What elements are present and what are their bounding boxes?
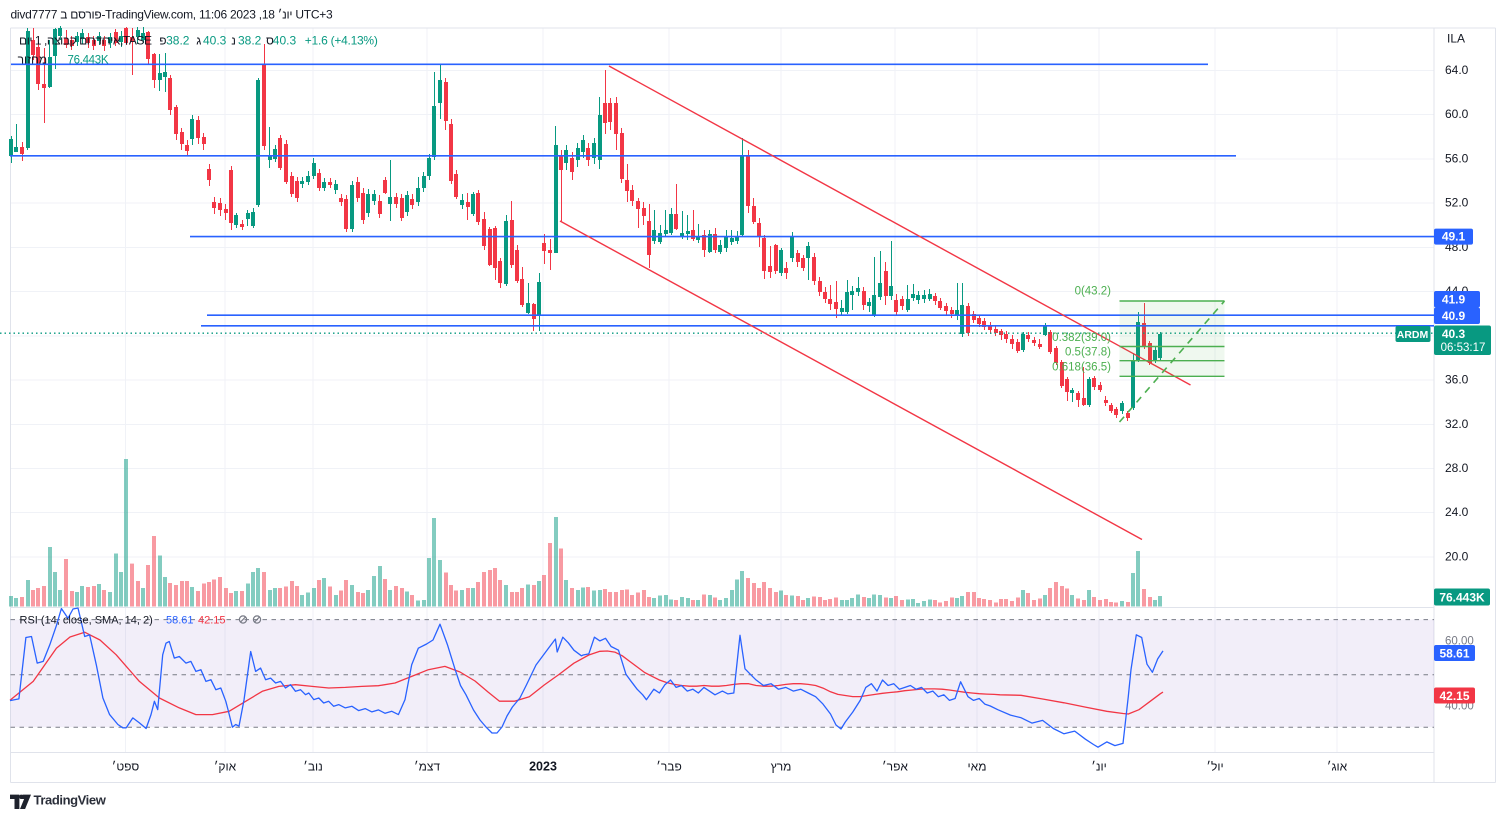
svg-text:אירודרום קבוצה, 1 יום,TASE: אירודרום קבוצה, 1 יום,TASE [19, 34, 152, 48]
svg-text:40.3: 40.3 [273, 34, 297, 48]
svg-text:58.61: 58.61 [166, 615, 194, 627]
svg-text:49.1: 49.1 [1442, 230, 1466, 244]
svg-text:מחזור: מחזור [18, 53, 48, 67]
svg-text:76.443K: 76.443K [68, 55, 109, 67]
svg-text:38.2: 38.2 [238, 34, 262, 48]
svg-text:40.9: 40.9 [1442, 309, 1466, 323]
svg-text:20.0: 20.0 [1445, 549, 1469, 563]
svg-text:RSI (14, close, SMA, 14, 2): RSI (14, close, SMA, 14, 2) [20, 615, 153, 627]
svg-text:58.61: 58.61 [1439, 646, 1469, 660]
svg-text:52.0: 52.0 [1445, 196, 1469, 210]
svg-text:38.2: 38.2 [166, 34, 190, 48]
svg-text:2023: 2023 [529, 760, 557, 774]
svg-text:36.0: 36.0 [1445, 373, 1469, 387]
svg-text:06:53:17: 06:53:17 [1441, 342, 1486, 354]
svg-text:0.618(36.5): 0.618(36.5) [1052, 362, 1111, 374]
svg-text:64.0: 64.0 [1445, 63, 1469, 77]
svg-text:24.0: 24.0 [1445, 505, 1469, 519]
svg-text:ILA: ILA [1447, 32, 1465, 46]
svg-text:42.15: 42.15 [1439, 689, 1469, 703]
svg-text:מאי: מאי [968, 760, 987, 774]
svg-text:60.0: 60.0 [1445, 107, 1469, 121]
svg-text:40.3: 40.3 [203, 34, 227, 48]
svg-text:60.00: 60.00 [1445, 636, 1474, 648]
svg-text:פ: פ [159, 34, 166, 48]
svg-text:0(43.2): 0(43.2) [1075, 286, 1112, 298]
svg-text:+1.6 (+4.13%): +1.6 (+4.13%) [305, 34, 378, 48]
svg-text:ספט׳: ספט׳ [112, 760, 140, 774]
svg-text:יונ׳: יונ׳ [1091, 760, 1107, 774]
svg-text:נוב׳: נוב׳ [303, 760, 323, 774]
svg-text:0.5(37.8): 0.5(37.8) [1065, 347, 1111, 359]
svg-text:פבר׳: פבר׳ [656, 760, 682, 774]
svg-text:32.0: 32.0 [1445, 417, 1469, 431]
svg-text:0.382(39.0): 0.382(39.0) [1052, 332, 1111, 344]
svg-text:אוק׳: אוק׳ [214, 760, 237, 774]
svg-text:56.0: 56.0 [1445, 151, 1469, 165]
svg-text:40.3: 40.3 [1442, 327, 1466, 341]
svg-text:TradingView: TradingView [34, 793, 107, 808]
svg-text:נ: נ [231, 34, 236, 48]
svg-text:divd7777 פורסם ב-TradingView.c: divd7777 פורסם ב-TradingView.com, 11:06 … [11, 8, 334, 22]
svg-text:אפר׳: אפר׳ [882, 760, 908, 774]
svg-text:28.0: 28.0 [1445, 461, 1469, 475]
svg-text:יול׳: יול׳ [1206, 760, 1223, 774]
svg-text:ס: ס [266, 34, 274, 48]
svg-text:ARDM: ARDM [1397, 329, 1429, 341]
svg-text:דצמ׳: דצמ׳ [414, 760, 440, 774]
svg-text:ג: ג [196, 34, 201, 48]
svg-text:76.443K: 76.443K [1439, 590, 1485, 604]
svg-text:מרץ: מרץ [771, 760, 792, 774]
svg-text:אוג׳: אוג׳ [1327, 760, 1348, 774]
svg-text:42.15: 42.15 [198, 615, 226, 627]
svg-text:41.9: 41.9 [1442, 292, 1466, 306]
